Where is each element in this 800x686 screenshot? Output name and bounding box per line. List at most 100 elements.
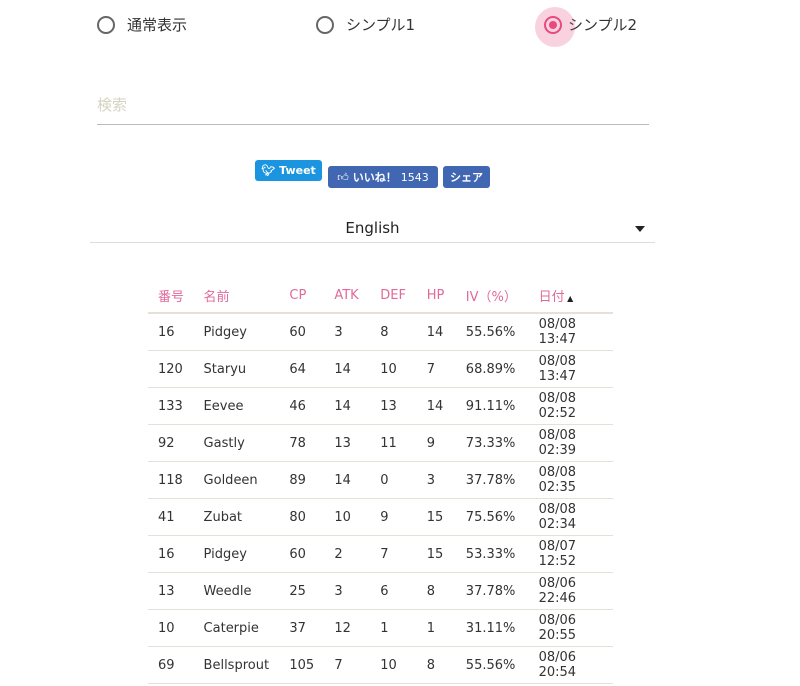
table-cell: 3 [324, 313, 371, 351]
column-header[interactable]: ATK [324, 278, 371, 314]
table-cell: 1 [416, 609, 456, 647]
table-row[interactable]: 133 Eevee 46 14 13 14 91.11% 08/08 02:52 [148, 387, 613, 425]
table-cell: 7 [324, 646, 371, 684]
table-cell: Zubat [193, 498, 280, 536]
table-cell: 11 [370, 424, 417, 462]
table-cell: 37.78% [455, 461, 529, 499]
table-cell: Staryu [193, 350, 280, 388]
share-button[interactable]: シェア [443, 166, 490, 188]
table-cell: 31.11% [455, 609, 529, 647]
table-cell: 08/08 02:52 [528, 387, 613, 425]
column-header[interactable]: DEF [370, 278, 417, 314]
table-cell: 15 [416, 498, 456, 536]
table-cell: 7 [370, 535, 417, 573]
pokemon-table: 番号 名前 CP ATK DEF HP IV（%） 日付 ▲ 16 Pidgey 60 3 8 14 55… [148, 278, 613, 684]
search-input[interactable] [97, 86, 649, 125]
table-cell: Goldeen [193, 461, 280, 499]
table-cell: 14 [324, 461, 371, 499]
language-select[interactable]: English [90, 214, 655, 243]
table-cell: 64 [279, 350, 325, 388]
table-row[interactable]: 10 Caterpie 37 12 1 1 31.11% 08/06 20:55 [148, 609, 613, 647]
table-cell: Gastly [193, 424, 280, 462]
table-row[interactable]: 69 Bellsprout 105 7 10 8 55.56% 08/06 20:54 [148, 646, 613, 684]
radio-label: シンプル1 [346, 16, 416, 34]
table-cell: 8 [370, 313, 417, 351]
radio-normal[interactable]: 通常表示 [97, 14, 187, 35]
table-cell: Bellsprout [193, 646, 280, 684]
table-cell: 55.56% [455, 313, 529, 351]
table-row[interactable]: 13 Weedle 25 3 6 8 37.78% 08/06 22:46 [148, 572, 613, 610]
table-cell: 14 [416, 387, 456, 425]
table-row[interactable]: 16 Pidgey 60 2 7 15 53.33% 08/07 12:52 [148, 535, 613, 573]
column-header[interactable]: 番号 [148, 278, 194, 314]
table-cell: 46 [279, 387, 325, 425]
table-cell: Weedle [193, 572, 280, 610]
radio-circle-icon [316, 15, 334, 34]
table-cell: 08/06 22:46 [528, 572, 613, 610]
table-row[interactable]: 120 Staryu 64 14 10 7 68.89% 08/08 13:47 [148, 350, 613, 388]
table-cell: 1 [370, 609, 417, 647]
table-cell: Pidgey [193, 313, 280, 351]
table-cell: 08/06 20:54 [528, 646, 613, 684]
table-cell: 89 [279, 461, 325, 499]
table-cell: 15 [416, 535, 456, 573]
table-cell: 75.56% [455, 498, 529, 536]
table-cell: Caterpie [193, 609, 280, 647]
table-cell: 25 [279, 572, 325, 610]
table-cell: 08/07 12:52 [528, 535, 613, 573]
column-header-label: 日付 [538, 289, 565, 305]
column-header[interactable]: CP [279, 278, 325, 314]
table-cell: 6 [370, 572, 417, 610]
table-cell: 14 [416, 313, 456, 351]
table-cell: 08/08 13:47 [528, 350, 613, 388]
like-label: いいね！ [352, 171, 397, 184]
table-cell: 60 [279, 313, 325, 351]
table-cell: 08/08 02:39 [528, 424, 613, 462]
table-row[interactable]: 16 Pidgey 60 3 8 14 55.56% 08/08 13:47 [148, 313, 613, 351]
table-cell: 80 [279, 498, 325, 536]
radio-simple1[interactable]: シンプル1 [316, 14, 415, 35]
table-cell: 9 [416, 424, 456, 462]
table-cell: 73.33% [455, 424, 529, 462]
table-cell: 2 [324, 535, 371, 573]
table-cell: 78 [279, 424, 325, 462]
column-header-label: ATK [334, 287, 359, 303]
table-cell: 10 [370, 646, 417, 684]
column-header-label: HP [426, 287, 445, 303]
column-header-label: IV（%） [465, 289, 517, 305]
table-cell: 69 [148, 646, 194, 684]
tweet-label: Tweet [279, 164, 316, 177]
table-cell: 60 [279, 535, 325, 573]
table-cell: Eevee [193, 387, 280, 425]
like-count: 1543 [400, 170, 429, 184]
radio-simple2[interactable]: シンプル2 [535, 6, 637, 47]
column-header[interactable]: HP [416, 278, 456, 314]
table-cell: 10 [370, 350, 417, 388]
table-row[interactable]: 41 Zubat 80 10 9 15 75.56% 08/08 02:34 [148, 498, 613, 536]
column-header[interactable]: 名前 [193, 278, 280, 314]
table-cell: 16 [148, 313, 194, 351]
table-cell: 16 [148, 535, 194, 573]
twitter-bird-icon: 🐦︎ [261, 164, 276, 177]
tweet-button[interactable]: 🐦︎ Tweet [255, 160, 322, 181]
table-cell: 12 [324, 609, 371, 647]
table-cell: 133 [148, 387, 194, 425]
table-cell: 68.89% [455, 350, 529, 388]
table-cell: 0 [370, 461, 417, 499]
column-header-label: 名前 [203, 289, 230, 305]
table-row[interactable]: 118 Goldeen 89 14 0 3 37.78% 08/08 02:35 [148, 461, 613, 499]
column-header[interactable]: 日付 ▲ [528, 278, 613, 314]
table-cell: 37 [279, 609, 325, 647]
table-cell: 08/08 13:47 [528, 313, 613, 351]
table-cell: 7 [416, 350, 456, 388]
table-cell: 37.78% [455, 572, 529, 610]
radio-checked-icon [535, 6, 575, 47]
table-cell: 8 [416, 646, 456, 684]
table-row[interactable]: 92 Gastly 78 13 11 9 73.33% 08/08 02:39 [148, 424, 613, 462]
like-button[interactable]: 👍︎ いいね！ 1543 [328, 166, 438, 188]
table-cell: 120 [148, 350, 194, 388]
column-header[interactable]: IV（%） [455, 278, 529, 314]
thumbs-up-icon: 👍︎ [337, 170, 349, 184]
table-cell: 08/06 20:55 [528, 609, 613, 647]
table-cell: 9 [370, 498, 417, 536]
